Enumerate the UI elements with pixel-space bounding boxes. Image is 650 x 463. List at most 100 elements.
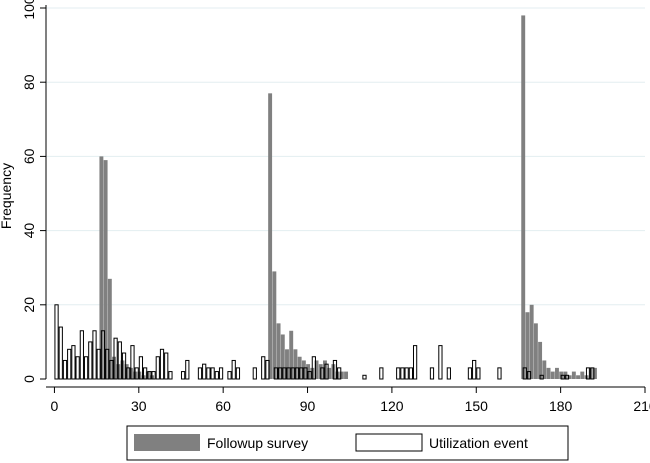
- utilization-bar-48: [299, 367, 304, 380]
- legend-label-followup-survey: Followup survey: [207, 435, 308, 451]
- followup-bar-1: [103, 160, 108, 379]
- utilization-bar-7: [83, 356, 89, 380]
- utilization-bar-39: [252, 367, 257, 380]
- x-tick-label-60: 60: [215, 398, 231, 414]
- utilization-bar-53: [324, 363, 329, 380]
- utilization-bar-22: [147, 371, 152, 380]
- followup-bar-49: [592, 367, 597, 379]
- followup-bar-33: [525, 312, 530, 379]
- followup-bar-45: [576, 375, 581, 379]
- utilization-bar-27: [168, 371, 173, 380]
- utilization-bar-21: [143, 367, 148, 380]
- followup-bar-36: [538, 341, 543, 379]
- utilization-bar-1: [58, 326, 63, 380]
- followup-bar-16: [280, 334, 285, 379]
- utilization-bar-4: [71, 345, 76, 380]
- utilization-bar-72: [539, 374, 544, 380]
- utilization-bar-20: [138, 356, 144, 380]
- utilization-bar-68: [476, 367, 481, 380]
- utilization-bar-17: [126, 367, 131, 380]
- utilization-bar-40: [261, 356, 266, 380]
- utilization-bar-10: [96, 348, 101, 380]
- utilization-bar-9: [92, 330, 97, 380]
- y-tick-label-60: 60: [21, 148, 37, 164]
- y-tick-label-20: 20: [21, 297, 37, 313]
- y-tick-label-100: 100: [21, 0, 37, 20]
- followup-bar-37: [542, 360, 547, 379]
- utilization-bar-46: [290, 367, 295, 380]
- followup-bar-0: [99, 156, 104, 379]
- axes: [40, 5, 646, 393]
- followup-bar-40: [555, 367, 559, 379]
- legend-label-utilization-event: Utilization event: [429, 435, 528, 451]
- y-axis-title: Frequency: [0, 163, 14, 229]
- utilization-bar-65: [446, 367, 451, 380]
- utilization-bar-55: [337, 367, 342, 380]
- legend-swatch-followup-survey: [134, 434, 200, 451]
- x-tick-label-180: 180: [549, 398, 573, 414]
- followup-bar-13: [268, 93, 273, 379]
- x-tick-label-0: 0: [51, 398, 59, 414]
- utilization-bar-30: [197, 367, 203, 380]
- utilization-bar-69: [497, 367, 502, 380]
- utilization-bar-28: [180, 371, 186, 380]
- utilization-bar-43: [278, 367, 283, 380]
- followup-bar-31: [344, 371, 349, 379]
- utilization-bar-24: [155, 356, 160, 380]
- utilization-bar-5: [75, 356, 80, 380]
- utilization-bar-11: [100, 330, 106, 380]
- utilization-bar-18: [130, 345, 135, 380]
- followup-bar-32: [521, 15, 526, 379]
- utilization-bar-8: [88, 341, 93, 380]
- y-tick-label-0: 0: [21, 375, 37, 383]
- utilization-bar-49: [303, 367, 308, 380]
- y-tick-labels: 0 20 40 60 80 100: [21, 0, 37, 383]
- followup-bar-24: [314, 360, 319, 379]
- utilization-bar-50: [307, 371, 312, 380]
- followup-bar-34: [529, 304, 534, 379]
- legend-swatch-utilization-event: [355, 433, 423, 452]
- utilization-event-bars: [54, 304, 595, 380]
- utilization-bar-36: [227, 371, 232, 380]
- utilization-bar-66: [467, 367, 473, 380]
- legend: Followup survey Utilization event: [126, 425, 569, 461]
- followup-bar-14: [272, 271, 277, 379]
- utilization-bar-70: [522, 367, 527, 380]
- utilization-bar-71: [526, 371, 532, 380]
- utilization-bar-73: [560, 374, 565, 380]
- utilization-bar-23: [151, 371, 156, 380]
- utilization-bar-74: [564, 374, 570, 380]
- utilization-bar-16: [121, 352, 127, 380]
- utilization-bar-25: [159, 348, 165, 380]
- x-tick-labels: 0 30 60 90 120 150 180 210: [51, 398, 650, 414]
- utilization-bar-45: [286, 367, 291, 380]
- utilization-bar-31: [202, 363, 207, 380]
- x-tick-label-30: 30: [131, 398, 147, 414]
- utilization-bar-14: [113, 337, 118, 380]
- x-tick-label-90: 90: [300, 398, 316, 414]
- utilization-bar-35: [218, 367, 224, 380]
- utilization-bar-34: [214, 371, 219, 380]
- x-tick-label-210: 210: [633, 398, 650, 414]
- utilization-bar-62: [412, 345, 418, 380]
- y-tick-label-80: 80: [21, 74, 37, 90]
- utilization-bar-26: [164, 352, 169, 380]
- followup-bar-17: [285, 349, 289, 379]
- utilization-bar-63: [429, 367, 435, 380]
- y-tick-label-40: 40: [21, 223, 37, 239]
- utilization-bar-47: [294, 367, 300, 380]
- utilization-bar-19: [134, 367, 139, 380]
- utilization-bar-58: [396, 367, 401, 380]
- x-tick-label-150: 150: [465, 398, 489, 414]
- utilization-bar-67: [472, 359, 477, 380]
- utilization-bar-3: [67, 348, 72, 380]
- legend-box: [126, 425, 569, 461]
- followup-bar-43: [567, 375, 572, 379]
- followup-bar-38: [546, 367, 551, 379]
- utilization-bar-42: [273, 367, 279, 380]
- x-tick-label-120: 120: [380, 398, 404, 414]
- utilization-bar-57: [379, 367, 384, 380]
- utilization-bar-60: [404, 367, 409, 380]
